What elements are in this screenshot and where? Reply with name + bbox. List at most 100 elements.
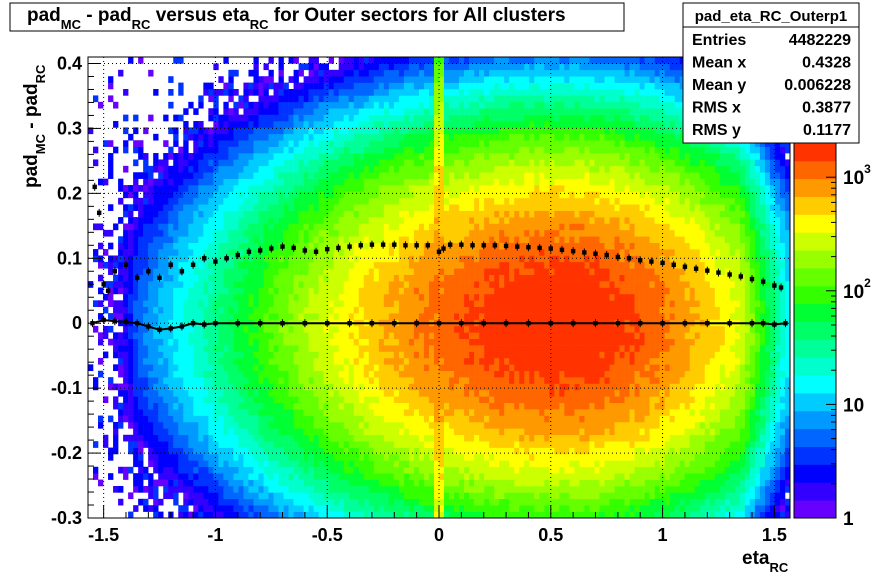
heatmap-cell	[168, 319, 174, 327]
heatmap-cell	[444, 223, 450, 231]
heatmap-cell	[168, 242, 174, 250]
heatmap-cell	[158, 377, 164, 384]
heatmap-cell	[253, 473, 259, 480]
heatmap-cell	[398, 101, 405, 109]
heatmap-cell	[433, 204, 440, 211]
heatmap-cell	[469, 165, 475, 173]
heatmap-cell	[298, 185, 304, 192]
heatmap-cell	[328, 172, 334, 179]
heatmap-cell	[318, 146, 324, 154]
heatmap-cell	[318, 287, 324, 295]
heatmap-cell	[383, 498, 390, 506]
heatmap-cell	[233, 338, 239, 346]
heatmap-cell	[474, 229, 480, 237]
heatmap-cell	[248, 217, 254, 224]
heatmap-cell	[363, 76, 370, 83]
heatmap-cell	[398, 460, 405, 468]
heatmap-cell	[368, 69, 375, 77]
heatmap-cell	[123, 185, 129, 192]
heatmap-cell	[268, 229, 274, 237]
heatmap-cell	[268, 441, 274, 448]
heatmap-cell	[479, 396, 485, 404]
heatmap-cell	[439, 460, 445, 468]
heatmap-cell	[273, 492, 279, 500]
heatmap-cell	[213, 345, 219, 352]
heatmap-cell	[474, 108, 480, 115]
heatmap-cell	[403, 76, 410, 83]
heatmap-cell	[343, 172, 350, 179]
heatmap-cell	[383, 396, 390, 404]
heatmap-cell	[358, 415, 365, 423]
heatmap-cell	[193, 191, 199, 199]
heatmap-cell	[428, 447, 435, 455]
heatmap-cell	[378, 383, 385, 391]
heatmap-cell	[343, 377, 350, 384]
heatmap-cell	[263, 146, 269, 154]
heatmap-cell	[454, 415, 460, 423]
heatmap-cell	[454, 242, 460, 250]
heatmap-cell	[288, 447, 294, 455]
heatmap-cell	[268, 479, 274, 487]
heatmap-cell	[173, 191, 179, 199]
heatmap-cell	[398, 185, 405, 192]
heatmap-cell	[288, 364, 294, 372]
heatmap-cell	[368, 370, 375, 378]
heatmap-cell	[403, 338, 410, 346]
heatmap-cell	[268, 217, 274, 224]
heatmap-cell	[268, 313, 274, 320]
heatmap-cell	[444, 114, 450, 122]
heatmap-cell	[138, 210, 144, 218]
heatmap-cell	[278, 210, 284, 218]
heatmap-cell	[348, 178, 355, 186]
heatmap-cell	[353, 300, 360, 308]
heatmap-cell	[163, 287, 169, 295]
heatmap-cell	[428, 338, 435, 346]
heatmap-cell	[148, 428, 154, 436]
heatmap-cell	[243, 479, 249, 487]
heatmap-cell	[293, 460, 299, 468]
heatmap-cell	[168, 287, 174, 295]
heatmap-cell	[243, 473, 249, 480]
heatmap-cell	[433, 300, 440, 308]
heatmap-cell	[318, 274, 324, 282]
heatmap-cell	[263, 153, 269, 160]
heatmap-cell	[108, 453, 114, 461]
heatmap-cell	[193, 473, 199, 480]
heatmap-cell	[133, 268, 139, 275]
heatmap-cell	[168, 153, 174, 160]
heatmap-cell	[143, 396, 149, 404]
heatmap-cell	[198, 204, 204, 211]
heatmap-cell	[293, 453, 299, 461]
heatmap-cell	[133, 287, 139, 295]
heatmap-cell	[398, 428, 405, 436]
heatmap-cell	[368, 217, 375, 224]
heatmap-cell	[193, 127, 199, 135]
heatmap-cell	[163, 409, 169, 416]
heatmap-cell	[158, 229, 164, 237]
heatmap-cell	[193, 229, 199, 237]
heatmap-cell	[368, 153, 375, 160]
heatmap-cell	[318, 332, 324, 340]
heatmap-cell	[459, 249, 465, 256]
heatmap-cell	[208, 217, 214, 224]
heatmap-cell	[248, 300, 254, 308]
heatmap-cell	[143, 293, 149, 301]
heatmap-cell	[283, 223, 289, 231]
heatmap-cell	[258, 172, 264, 179]
heatmap-cell	[403, 274, 410, 282]
chart-title: padMC - padRC versus etaRC for Outer sec…	[9, 2, 625, 32]
heatmap-cell	[228, 434, 234, 442]
heatmap-cell	[153, 447, 159, 455]
heatmap-cell	[418, 82, 425, 90]
heatmap-cell	[143, 441, 149, 448]
heatmap-cell	[368, 434, 375, 442]
heatmap-cell	[338, 383, 345, 391]
heatmap-cell	[418, 95, 425, 103]
heatmap-cell	[148, 492, 154, 500]
heatmap-cell	[278, 133, 284, 141]
heatmap-cell	[388, 242, 395, 250]
heatmap-cell	[283, 466, 289, 474]
heatmap-cell	[168, 473, 174, 480]
heatmap-cell	[444, 229, 450, 237]
heatmap-cell	[258, 389, 264, 397]
